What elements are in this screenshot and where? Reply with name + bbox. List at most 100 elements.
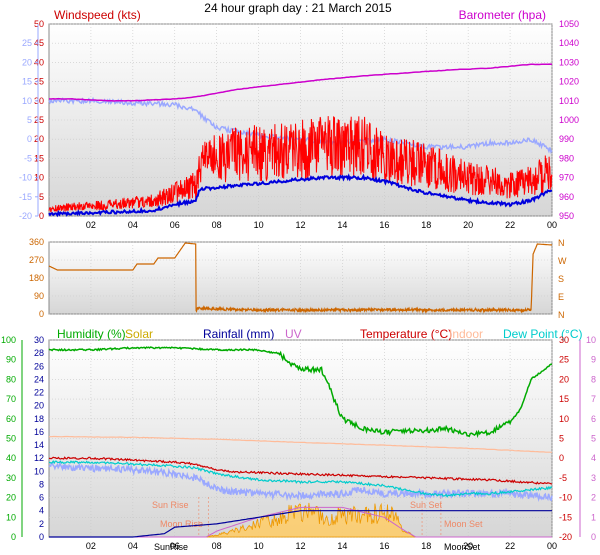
wind-tick-label: 40 xyxy=(34,57,44,67)
temperature-tick-label: 25 xyxy=(559,355,569,365)
wind-tick-label: 15 xyxy=(34,153,44,163)
temperature-tick-label: -10 xyxy=(559,493,572,503)
baro-tick-label: 1050 xyxy=(559,19,579,29)
temperature-line xyxy=(48,456,553,485)
wind-tick-label: 25 xyxy=(34,115,44,125)
wind-direction-line xyxy=(48,242,552,314)
temp-tick-label: -5 xyxy=(24,153,32,163)
temperature-tick-label: 5 xyxy=(559,434,564,444)
rainfall-tick-label: 28 xyxy=(34,348,44,358)
uv-tick-label: 5 xyxy=(591,434,596,444)
hour-tick-label: 06 xyxy=(170,220,180,230)
solar-area xyxy=(206,502,418,538)
direction-tick-label: 180 xyxy=(29,273,44,283)
humidity-tick-label: 50 xyxy=(6,434,16,444)
rainfall-line xyxy=(49,510,552,538)
humidity-line xyxy=(48,346,553,439)
humidity-tick-label: 100 xyxy=(1,335,16,345)
uv-tick-label: 6 xyxy=(591,414,596,424)
graph-title: 24 hour graph day : 21 March 2015 xyxy=(204,1,392,15)
compass-label: N xyxy=(558,310,565,320)
hour-tick-label: 16 xyxy=(379,220,389,230)
temp-tick-label: -20 xyxy=(19,211,32,221)
temperature-tick-label: 10 xyxy=(559,414,569,424)
legend-entry: Solar xyxy=(125,327,153,341)
humidity-tick-label: 10 xyxy=(6,512,16,522)
temperature-tick-label: -15 xyxy=(559,512,572,522)
hour-tick-label: 10 xyxy=(254,541,264,551)
wind-tick-label: 20 xyxy=(34,134,44,144)
hour-tick-label: 04 xyxy=(128,220,138,230)
hour-tick-label: 20 xyxy=(463,220,473,230)
baro-tick-label: 1010 xyxy=(559,96,579,106)
hour-tick-label: 06 xyxy=(170,541,180,551)
hour-tick-label: 02 xyxy=(86,541,96,551)
baro-tick-label: 960 xyxy=(559,192,574,202)
legend-entry: Indoor xyxy=(449,327,483,341)
temperature-tick-label: -5 xyxy=(559,473,567,483)
direction-tick-label: 360 xyxy=(29,237,44,247)
humidity-tick-label: 70 xyxy=(6,394,16,404)
barometer-axis-title: Barometer (hpa) xyxy=(459,8,546,22)
humidity-tick-label: 60 xyxy=(6,414,16,424)
astro-event-label: Sun Set xyxy=(410,500,443,510)
hour-tick-label: 12 xyxy=(295,541,305,551)
temp-tick-label: 5 xyxy=(27,115,32,125)
hour-tick-label: 16 xyxy=(379,541,389,551)
uv-tick-label: 10 xyxy=(586,335,596,345)
baro-tick-label: 980 xyxy=(559,153,574,163)
hour-tick-label: 22 xyxy=(505,220,515,230)
uv-tick-label: 1 xyxy=(591,512,596,522)
rainfall-tick-label: 26 xyxy=(34,361,44,371)
wind-gust-line xyxy=(48,116,553,213)
rainfall-tick-label: 30 xyxy=(34,335,44,345)
outdoor-temp-secondary-line xyxy=(48,460,553,503)
compass-label: S xyxy=(558,274,564,284)
wind-tick-label: 10 xyxy=(34,173,44,183)
outdoor-temperature-line xyxy=(48,96,553,154)
hour-tick-label: 00 xyxy=(547,220,557,230)
baro-tick-label: 1030 xyxy=(559,57,579,67)
astro-event-label: Moon Set xyxy=(444,519,483,529)
temp-tick-label: 20 xyxy=(22,57,32,67)
temp-tick-label: 15 xyxy=(22,77,32,87)
dewpoint-line xyxy=(48,459,553,498)
direction-tick-label: 90 xyxy=(34,291,44,301)
hour-tick-label: 14 xyxy=(337,220,347,230)
temp-tick-label: 10 xyxy=(22,96,32,106)
astro-event-label: MoonSet xyxy=(444,542,481,552)
temp-tick-label: 0 xyxy=(27,134,32,144)
rainfall-tick-label: 20 xyxy=(34,401,44,411)
baro-tick-label: 1000 xyxy=(559,115,579,125)
temperature-tick-label: 20 xyxy=(559,374,569,384)
temperature-tick-label: -20 xyxy=(559,532,572,542)
hour-tick-label: 04 xyxy=(128,541,138,551)
hour-tick-label: 18 xyxy=(421,220,431,230)
legend-entry: Dew Point (°C) xyxy=(503,327,582,341)
rainfall-tick-label: 14 xyxy=(34,440,44,450)
rainfall-tick-label: 8 xyxy=(39,479,44,489)
windspeed-axis-title: Windspeed (kts) xyxy=(54,8,141,22)
rainfall-tick-label: 0 xyxy=(39,532,44,542)
hour-tick-label: 12 xyxy=(295,220,305,230)
rainfall-tick-label: 16 xyxy=(34,427,44,437)
hour-tick-label: 14 xyxy=(337,541,347,551)
temp-tick-label: 25 xyxy=(22,38,32,48)
baro-tick-label: 1020 xyxy=(559,77,579,87)
hour-tick-label: 18 xyxy=(421,541,431,551)
rainfall-tick-label: 22 xyxy=(34,388,44,398)
hour-tick-label: 02 xyxy=(86,220,96,230)
uv-tick-label: 3 xyxy=(591,473,596,483)
humidity-tick-label: 40 xyxy=(6,453,16,463)
wind-tick-label: 45 xyxy=(34,38,44,48)
rainfall-tick-label: 12 xyxy=(34,453,44,463)
temperature-tick-label: 30 xyxy=(559,335,569,345)
legend-entry: Rainfall (mm) xyxy=(203,327,274,341)
uv-tick-label: 2 xyxy=(591,493,596,503)
uv-tick-label: 4 xyxy=(591,453,596,463)
baro-tick-label: 990 xyxy=(559,134,574,144)
hour-tick-label: 08 xyxy=(212,541,222,551)
baro-tick-label: 1040 xyxy=(559,38,579,48)
